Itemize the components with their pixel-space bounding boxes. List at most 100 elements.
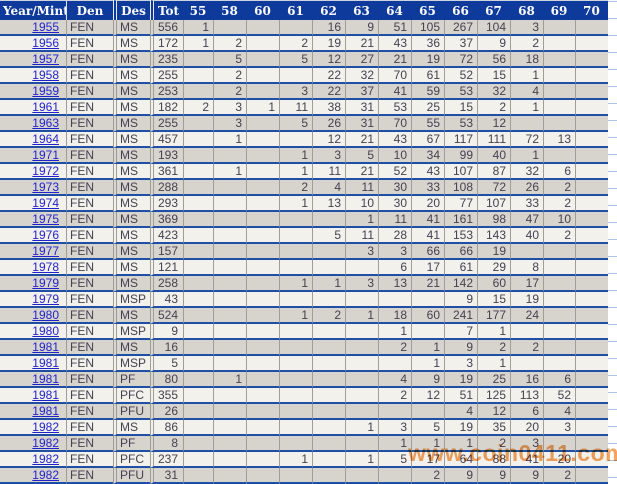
year-link[interactable]: 1982 <box>32 468 59 482</box>
year-link[interactable]: 1963 <box>32 116 59 130</box>
year-link[interactable]: 1979 <box>32 276 59 290</box>
year-link[interactable]: 1956 <box>32 36 59 50</box>
year-link[interactable]: 1973 <box>32 180 59 194</box>
year-link[interactable]: 1961 <box>32 100 59 114</box>
grade-66-cell: 7 <box>444 324 477 340</box>
grade-58-cell <box>213 244 246 260</box>
grade-61-cell: 5 <box>279 52 312 68</box>
year-cell: 1982 <box>0 436 66 452</box>
year-link[interactable]: 1980 <box>32 308 59 322</box>
grade-69-cell <box>543 260 575 276</box>
grade-69-cell <box>543 340 575 356</box>
tot-cell: 193 <box>150 148 183 164</box>
year-link[interactable]: 1975 <box>32 212 59 226</box>
grade-61-cell <box>279 292 312 308</box>
grade-70-cell <box>575 148 608 164</box>
grade-60-cell <box>246 372 279 388</box>
year-link[interactable]: 1981 <box>32 404 59 418</box>
column-header-den: Den <box>66 0 113 20</box>
grade-64-cell: 53 <box>378 100 411 116</box>
tot-cell: 31 <box>150 468 183 484</box>
grade-65-cell: 33 <box>411 180 444 196</box>
grade-66-cell: 37 <box>444 36 477 52</box>
table-row: 1972 FEN MS 361 1 1 11 21 52 43 107 87 32 6 <box>0 164 608 180</box>
year-link[interactable]: 1978 <box>32 260 59 274</box>
grade-69-cell <box>543 276 575 292</box>
grade-63-cell: 1 <box>345 452 378 468</box>
grade-64-cell: 70 <box>378 68 411 84</box>
grade-62-cell <box>312 292 345 308</box>
grade-67-cell: 12 <box>477 116 510 132</box>
grade-69-cell: 2 <box>543 196 575 212</box>
grade-67-cell: 104 <box>477 20 510 36</box>
year-link[interactable]: 1955 <box>32 20 59 34</box>
des-cell: MS <box>113 244 150 260</box>
grade-64-cell: 21 <box>378 52 411 68</box>
des-cell: MS <box>113 340 150 356</box>
grade-58-cell: 1 <box>213 132 246 148</box>
den-cell: FEN <box>66 436 113 452</box>
grade-69-cell: 4 <box>543 404 575 420</box>
year-link[interactable]: 1974 <box>32 196 59 210</box>
grade-65-cell <box>411 404 444 420</box>
grade-60-cell <box>246 52 279 68</box>
grade-55-cell <box>183 132 213 148</box>
year-link[interactable]: 1957 <box>32 52 59 66</box>
grade-69-cell <box>543 84 575 100</box>
grade-64-cell: 30 <box>378 196 411 212</box>
grade-65-cell: 41 <box>411 228 444 244</box>
year-link[interactable]: 1959 <box>32 84 59 98</box>
grade-60-cell <box>246 452 279 468</box>
year-link[interactable]: 1981 <box>32 388 59 402</box>
table-row: 1982 FEN PF 8 1 1 1 2 3 <box>0 436 608 452</box>
den-cell: FEN <box>66 180 113 196</box>
year-link[interactable]: 1971 <box>32 148 59 162</box>
grade-55-cell <box>183 212 213 228</box>
year-link[interactable]: 1982 <box>32 420 59 434</box>
grade-66-cell: 53 <box>444 116 477 132</box>
den-cell: FEN <box>66 372 113 388</box>
grade-67-cell: 2 <box>477 436 510 452</box>
grade-62-cell: 22 <box>312 84 345 100</box>
grade-67-cell: 56 <box>477 52 510 68</box>
grade-68-cell: 1 <box>510 68 543 84</box>
year-cell: 1978 <box>0 260 66 276</box>
year-cell: 1955 <box>0 20 66 36</box>
year-link[interactable]: 1958 <box>32 68 59 82</box>
year-link[interactable]: 1976 <box>32 228 59 242</box>
year-cell: 1979 <box>0 276 66 292</box>
grade-66-cell: 107 <box>444 164 477 180</box>
grade-55-cell <box>183 292 213 308</box>
des-cell: PFU <box>113 468 150 484</box>
year-link[interactable]: 1979 <box>32 292 59 306</box>
tot-cell: 16 <box>150 340 183 356</box>
year-link[interactable]: 1964 <box>32 132 59 146</box>
column-header-g60: 60 <box>246 0 279 20</box>
grade-66-cell: 108 <box>444 180 477 196</box>
grade-61-cell: 2 <box>279 36 312 52</box>
year-link[interactable]: 1977 <box>32 244 59 258</box>
grade-64-cell: 43 <box>378 36 411 52</box>
grade-65-cell: 43 <box>411 164 444 180</box>
grade-55-cell <box>183 260 213 276</box>
den-cell: FEN <box>66 132 113 148</box>
year-link[interactable]: 1972 <box>32 164 59 178</box>
des-cell: MS <box>113 116 150 132</box>
table-row: 1981 FEN MS 16 2 1 9 2 2 <box>0 340 608 356</box>
year-link[interactable]: 1982 <box>32 436 59 450</box>
grade-68-cell: 19 <box>510 292 543 308</box>
year-link[interactable]: 1980 <box>32 324 59 338</box>
grade-60-cell <box>246 116 279 132</box>
grade-66-cell: 51 <box>444 388 477 404</box>
year-link[interactable]: 1981 <box>32 356 59 370</box>
year-link[interactable]: 1981 <box>32 340 59 354</box>
grade-63-cell: 21 <box>345 132 378 148</box>
grade-55-cell <box>183 228 213 244</box>
grade-62-cell <box>312 404 345 420</box>
grade-67-cell: 29 <box>477 260 510 276</box>
grade-63-cell: 27 <box>345 52 378 68</box>
year-link[interactable]: 1982 <box>32 452 59 466</box>
des-cell: PFC <box>113 388 150 404</box>
grade-64-cell: 18 <box>378 308 411 324</box>
year-link[interactable]: 1981 <box>32 372 59 386</box>
